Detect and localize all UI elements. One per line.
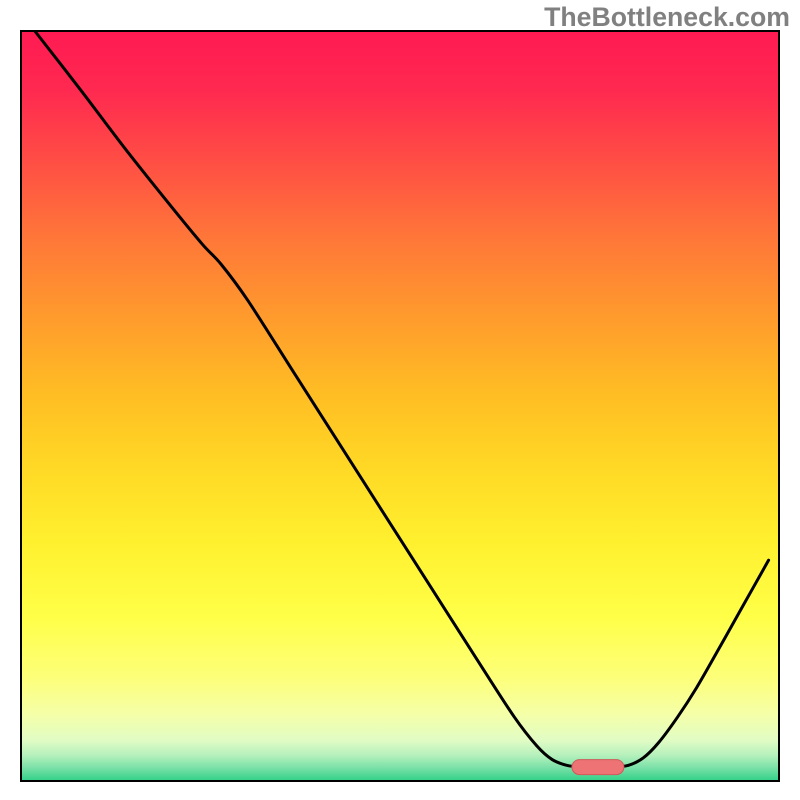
plot-area xyxy=(20,30,780,782)
gradient-background xyxy=(20,30,780,782)
chart-container: TheBottleneck.com xyxy=(0,0,800,800)
optimal-marker xyxy=(571,759,624,775)
watermark-text: TheBottleneck.com xyxy=(544,2,790,33)
